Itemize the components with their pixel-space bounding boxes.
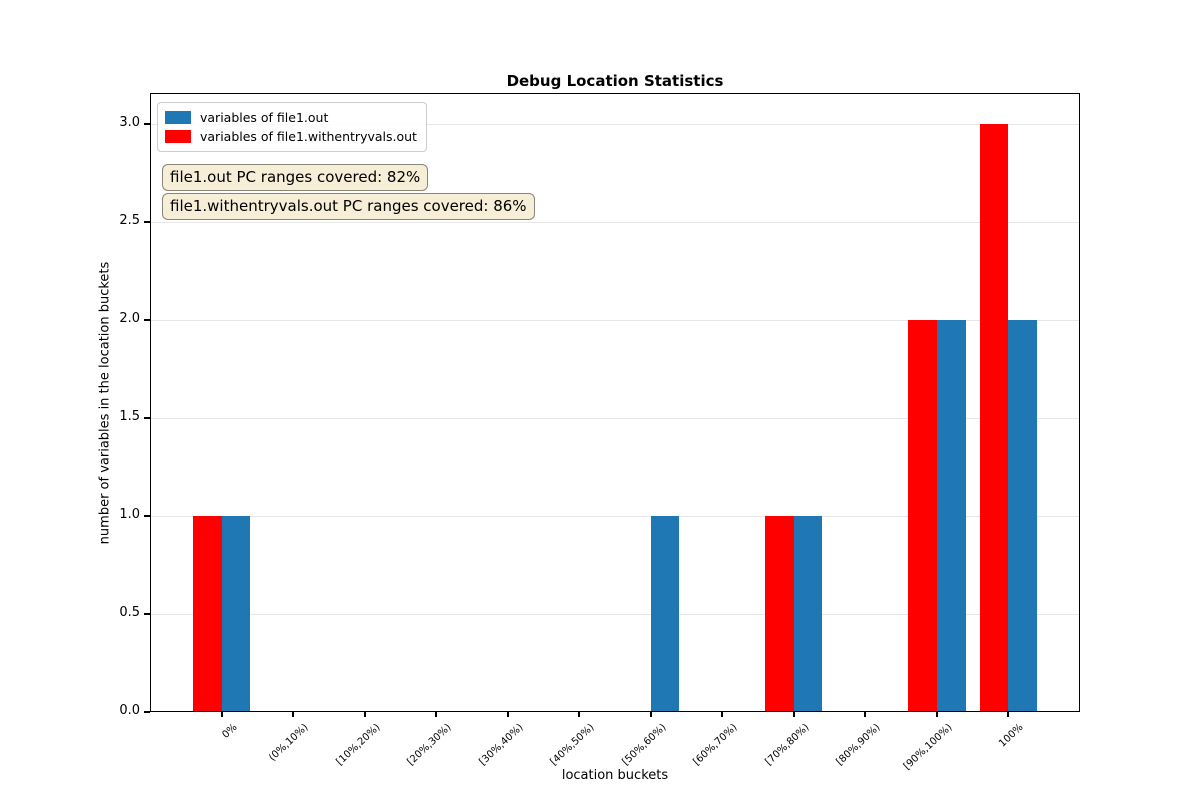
- x-tick-label: [30%,40%): [477, 722, 526, 768]
- bar: [1008, 320, 1038, 712]
- bar: [650, 516, 680, 712]
- gridline: [150, 613, 1080, 615]
- x-tick-label: [70%,80%): [763, 722, 812, 768]
- annotations: file1.out PC ranges covered: 82% file1.w…: [162, 164, 535, 222]
- x-tick-mark: [792, 712, 795, 717]
- y-tick-label: 2.0: [119, 311, 140, 327]
- x-tick-mark: [578, 712, 581, 717]
- bar: [979, 124, 1009, 712]
- x-tick-label: [50%,60%): [620, 722, 669, 768]
- chart-title: Debug Location Statistics: [506, 72, 724, 90]
- bar: [192, 516, 222, 712]
- gridline: [150, 221, 1080, 223]
- bar: [936, 320, 966, 712]
- y-tick-mark: [144, 319, 150, 322]
- annotation-file1-withentryvals-coverage: file1.withentryvals.out PC ranges covere…: [162, 193, 535, 220]
- x-axis-label: location buckets: [561, 768, 669, 783]
- x-tick-mark: [363, 712, 366, 717]
- y-tick-label: 1.0: [119, 507, 140, 523]
- x-tick-label: [40%,50%): [548, 722, 597, 768]
- y-tick-label: 2.5: [119, 213, 140, 229]
- y-tick-mark: [144, 711, 150, 713]
- legend-swatch: [165, 111, 191, 124]
- x-tick-label: [10%,20%): [334, 722, 383, 768]
- x-tick-mark: [220, 712, 223, 717]
- y-axis-label: number of variables in the location buck…: [97, 261, 113, 545]
- plot-area: variables of file1.out variables of file1…: [150, 93, 1080, 712]
- gridline: [150, 417, 1080, 419]
- x-tick-label: (0%,10%): [267, 722, 311, 764]
- x-tick-label: 0%: [219, 722, 240, 741]
- x-tick-mark: [506, 712, 509, 717]
- legend: variables of file1.out variables of file1…: [157, 102, 427, 152]
- gridline: [150, 319, 1080, 321]
- legend-label: variables of file1.out: [200, 110, 329, 125]
- y-tick-mark: [144, 515, 150, 518]
- x-tick-mark: [864, 712, 867, 717]
- x-tick-mark: [1007, 712, 1010, 717]
- x-tick-mark: [292, 712, 295, 717]
- x-tick-label: 100%: [997, 722, 1026, 750]
- legend-swatch: [165, 130, 191, 143]
- y-tick-label: 0.0: [119, 703, 140, 718]
- legend-item: variables of file1.out: [165, 108, 417, 127]
- legend-label: variables of file1.withentryvals.out: [200, 129, 417, 144]
- annotation-file1-coverage: file1.out PC ranges covered: 82%: [162, 164, 429, 191]
- x-tick-label: [20%,30%): [405, 722, 454, 768]
- x-tick-mark: [935, 712, 938, 717]
- gridline: [150, 123, 1080, 125]
- y-tick-label: 3.0: [119, 115, 140, 131]
- gridline: [150, 515, 1080, 517]
- bar: [221, 516, 251, 712]
- y-tick-mark: [144, 613, 150, 616]
- y-tick-mark: [144, 221, 150, 224]
- legend-item: variables of file1.withentryvals.out: [165, 127, 417, 146]
- x-tick-label: [90%,100%): [901, 722, 955, 773]
- x-tick-label: [60%,70%): [691, 722, 740, 768]
- bar: [793, 516, 823, 712]
- y-tick-label: 1.5: [119, 409, 140, 425]
- x-tick-mark: [435, 712, 438, 717]
- x-tick-mark: [721, 712, 724, 717]
- y-tick-label: 0.5: [119, 605, 140, 621]
- x-tick-mark: [649, 712, 652, 717]
- y-tick-mark: [144, 123, 150, 126]
- bar: [765, 516, 794, 712]
- x-tick-label: [80%,90%): [834, 722, 883, 768]
- bar: [908, 320, 937, 712]
- y-tick-mark: [144, 417, 150, 420]
